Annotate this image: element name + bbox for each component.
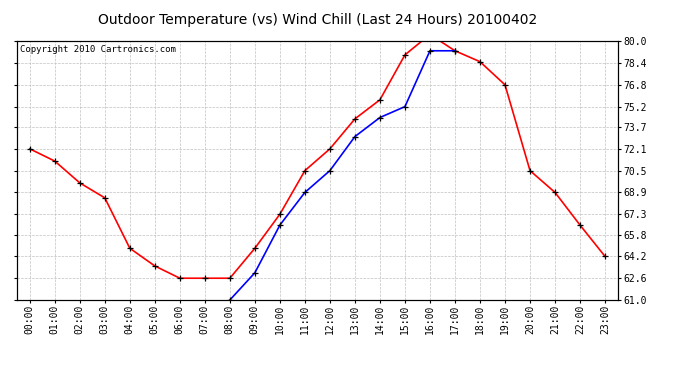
Text: Outdoor Temperature (vs) Wind Chill (Last 24 Hours) 20100402: Outdoor Temperature (vs) Wind Chill (Las…: [98, 13, 537, 27]
Text: Copyright 2010 Cartronics.com: Copyright 2010 Cartronics.com: [20, 45, 176, 54]
